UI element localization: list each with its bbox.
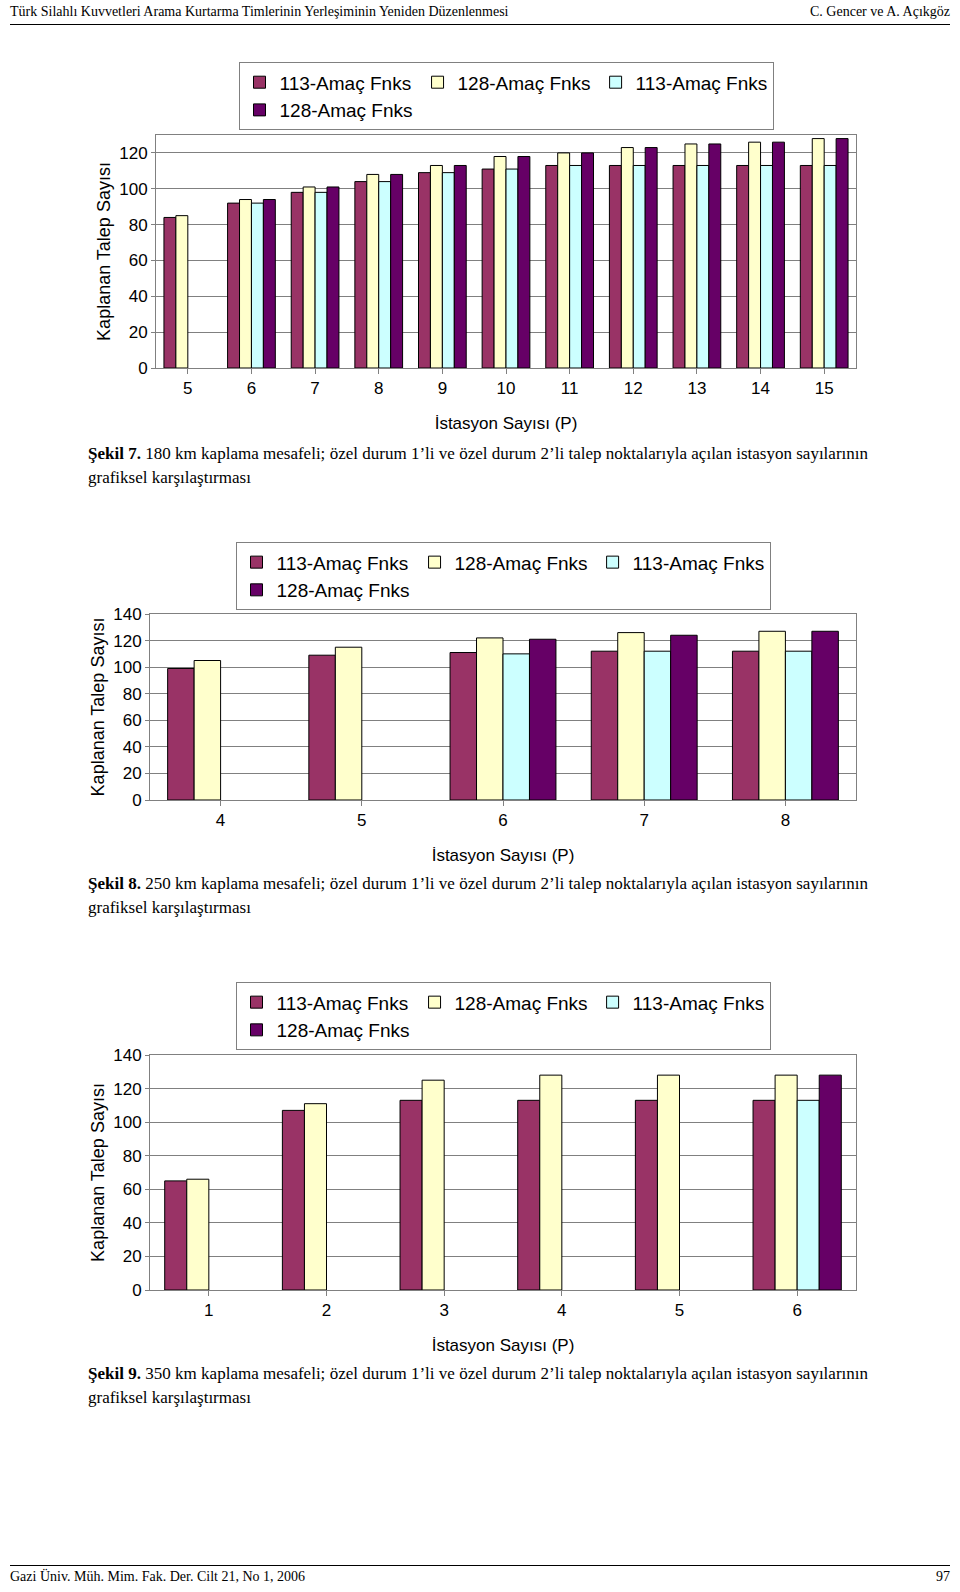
svg-text:9: 9: [438, 379, 447, 398]
svg-text:128-Amaç Fnks: 128-Amaç Fnks: [277, 1020, 410, 1041]
svg-text:8: 8: [374, 379, 383, 398]
html-text:97: 97: [936, 1569, 950, 1584]
svg-text:İstasyon Sayısı (P): İstasyon Sayısı (P): [435, 414, 578, 433]
svg-text:100: 100: [119, 180, 147, 199]
svg-text:120: 120: [113, 632, 141, 651]
svg-text:3: 3: [439, 1301, 448, 1320]
svg-text:20: 20: [123, 1247, 142, 1266]
svg-text:113-Amaç Fnks: 113-Amaç Fnks: [277, 553, 409, 574]
svg-text:128-Amaç Fnks: 128-Amaç Fnks: [277, 580, 410, 601]
svg-text:113-Amaç Fnks: 113-Amaç Fnks: [636, 73, 768, 94]
svg-text:5: 5: [183, 379, 192, 398]
svg-text:10: 10: [497, 379, 516, 398]
svg-text:60: 60: [129, 251, 148, 270]
html-text:Şekil 8. 250 km kaplama mesafe: Şekil 8. 250 km kaplama mesafeli; özel d…: [88, 874, 868, 917]
svg-text:6: 6: [247, 379, 256, 398]
svg-text:1: 1: [204, 1301, 213, 1320]
svg-text:7: 7: [310, 379, 319, 398]
svg-text:İstasyon Sayısı (P): İstasyon Sayısı (P): [432, 846, 575, 865]
svg-text:40: 40: [123, 1214, 142, 1233]
svg-text:İstasyon Sayısı (P): İstasyon Sayısı (P): [432, 1336, 575, 1355]
svg-text:0: 0: [132, 791, 141, 810]
svg-text:128-Amaç Fnks: 128-Amaç Fnks: [455, 993, 588, 1014]
svg-text:6: 6: [792, 1301, 801, 1320]
svg-text:113-Amaç Fnks: 113-Amaç Fnks: [277, 993, 409, 1014]
svg-text:128-Amaç Fnks: 128-Amaç Fnks: [280, 100, 413, 121]
svg-text:113-Amaç Fnks: 113-Amaç Fnks: [280, 73, 412, 94]
svg-text:140: 140: [113, 1046, 141, 1065]
svg-text:128-Amaç Fnks: 128-Amaç Fnks: [458, 73, 591, 94]
svg-text:120: 120: [113, 1080, 141, 1099]
svg-text:100: 100: [113, 1113, 141, 1132]
svg-text:2: 2: [322, 1301, 331, 1320]
svg-text:6: 6: [498, 811, 507, 830]
svg-text:0: 0: [138, 359, 147, 378]
svg-text:113-Amaç Fnks: 113-Amaç Fnks: [633, 553, 765, 574]
svg-text:0: 0: [132, 1281, 141, 1300]
svg-text:120: 120: [119, 144, 147, 163]
svg-text:5: 5: [357, 811, 366, 830]
svg-text:13: 13: [687, 379, 706, 398]
svg-text:100: 100: [113, 658, 141, 677]
svg-text:4: 4: [216, 811, 225, 830]
svg-text:20: 20: [129, 323, 148, 342]
html-text:Türk Silahlı Kuvvetleri Arama: Türk Silahlı Kuvvetleri Arama Kurtarma T…: [10, 4, 509, 19]
svg-text:11: 11: [561, 379, 579, 398]
svg-text:5: 5: [675, 1301, 684, 1320]
svg-text:128-Amaç Fnks: 128-Amaç Fnks: [455, 553, 588, 574]
svg-text:113-Amaç Fnks: 113-Amaç Fnks: [633, 993, 765, 1014]
svg-text:4: 4: [557, 1301, 566, 1320]
html-text:Şekil 9. 350 km kaplama mesafe: Şekil 9. 350 km kaplama mesafeli; özel d…: [88, 1364, 868, 1407]
svg-text:60: 60: [123, 1180, 142, 1199]
html-text:C. Gencer ve A. Açıkgöz: C. Gencer ve A. Açıkgöz: [810, 4, 950, 19]
html-text:Gazi Üniv. Müh. Mim. Fak. Der.: Gazi Üniv. Müh. Mim. Fak. Der. Cilt 21, …: [10, 1569, 305, 1584]
svg-text:8: 8: [781, 811, 790, 830]
svg-text:Kaplanan Talep Sayısı: Kaplanan Talep Sayısı: [88, 618, 108, 797]
svg-text:7: 7: [639, 811, 648, 830]
svg-text:Kaplanan Talep Sayısı: Kaplanan Talep Sayısı: [94, 162, 114, 341]
svg-text:14: 14: [751, 379, 770, 398]
svg-text:80: 80: [123, 685, 142, 704]
svg-text:Kaplanan Talep Sayısı: Kaplanan Talep Sayısı: [88, 1083, 108, 1262]
svg-text:40: 40: [129, 287, 148, 306]
svg-text:40: 40: [123, 738, 142, 757]
svg-text:12: 12: [624, 379, 643, 398]
html-text:Şekil 7. 180 km kaplama mesafe: Şekil 7. 180 km kaplama mesafeli; özel d…: [88, 444, 868, 487]
svg-text:80: 80: [123, 1147, 142, 1166]
svg-text:60: 60: [123, 711, 142, 730]
svg-text:20: 20: [123, 764, 142, 783]
svg-text:15: 15: [815, 379, 834, 398]
svg-text:140: 140: [113, 605, 141, 624]
svg-text:80: 80: [129, 216, 148, 235]
